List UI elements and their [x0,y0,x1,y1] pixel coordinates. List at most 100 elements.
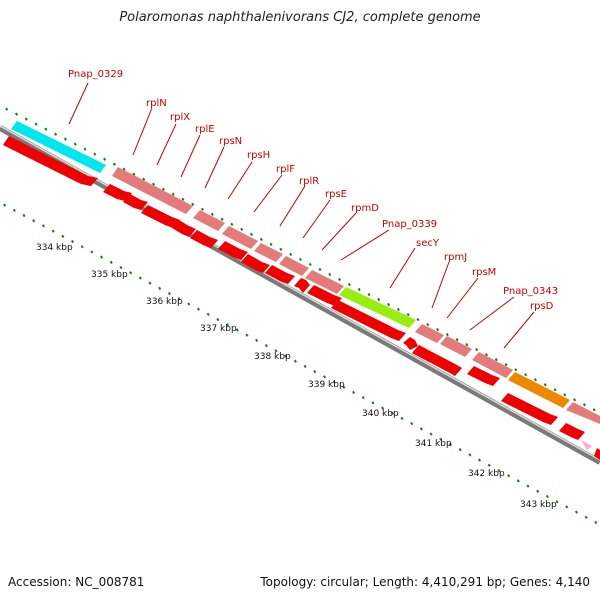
gene-arrow-edge[interactable] [594,448,600,460]
gene-bar-rpsm[interactable] [440,336,472,357]
upper-tick [34,122,38,126]
lower-tick [158,286,162,290]
upper-tick [367,292,371,297]
leader-rple [180,134,201,178]
gene-arrow-rplf[interactable] [218,241,248,260]
lower-tick [400,416,404,421]
gene-arrow-pnap0329[interactable] [3,136,98,186]
lower-tick [584,515,588,519]
upper-tick [387,302,391,307]
gene-arrow-rpsh[interactable] [190,230,218,248]
leader-pnap0343 [469,296,515,331]
gene-label: Pnap_0343 [503,286,558,297]
upper-tick [563,393,567,397]
lower-tick [507,474,511,478]
gene-arrow-rpsd[interactable] [467,366,500,386]
kbp-label: 342 kbp [468,469,505,479]
upper-tick [406,312,410,317]
lower-tick [32,219,36,223]
lower-tick [41,224,45,228]
lower-tick [322,375,326,379]
lower-tick [536,489,540,493]
upper-tick [533,378,537,382]
gene-arrow-pink-small[interactable] [581,440,592,450]
upper-tick [298,257,302,262]
upper-tick [582,403,586,407]
gene-bar-pnap0343[interactable] [508,372,570,408]
gene-bar-next[interactable] [566,402,600,424]
kbp-label: 339 kbp [308,380,345,390]
upper-tick [377,297,381,302]
upper-tick [543,383,547,387]
gene-arrow-rplx[interactable] [123,194,148,210]
kbp-label: 340 kbp [362,409,399,419]
gene-arrow-next[interactable] [559,423,585,440]
upper-tick [24,117,28,121]
lower-tick [129,271,133,275]
lower-tick [313,369,317,374]
gene-label: rplE [195,124,215,135]
lower-tick [545,494,549,499]
lower-tick [555,500,559,504]
accession-text: Accession: NC_008781 [8,575,145,589]
gene-bar-rpsd[interactable] [472,352,513,378]
gene-arrow-rpse[interactable] [265,265,295,284]
gene-arrow-rplr[interactable] [241,254,270,273]
upper-tick [73,142,77,146]
gene-bar-rple[interactable] [222,226,258,249]
gene-bar-rplx[interactable] [193,210,225,231]
gene-label: rplX [170,112,190,123]
lower-tick [167,291,171,296]
upper-tick [396,307,400,312]
gene-label: rpsM [472,267,496,278]
lower-tick [497,468,501,473]
lower-tick [361,396,365,400]
tick-marks [3,107,598,525]
gene-bar-rpsn[interactable] [254,243,283,262]
gene-label: secY [416,238,440,249]
gene-bar-pnap0339[interactable] [339,287,416,328]
leader-rpsn [204,146,225,189]
lower-tick [216,317,220,322]
upper-tick [44,127,48,131]
upper-tick [514,368,518,372]
gene-arrow-rpsn[interactable] [172,220,196,237]
leader-rpmj [431,261,450,309]
gene-bar-rpmj[interactable] [415,324,444,343]
gene-arrow-pnap0339[interactable] [307,285,342,306]
upper-tick [220,217,224,221]
gene-arrow-pnap0343[interactable] [501,393,558,425]
gene-label: rplR [299,176,319,187]
gene-label: Pnap_0339 [382,219,437,230]
backbone-line [0,125,600,465]
upper-tick [171,192,175,196]
lower-tick [478,458,482,462]
lower-tick [235,328,239,332]
leader-rpmd [321,212,357,251]
upper-tick [83,147,87,151]
gene-arrow-rpmd[interactable] [294,278,310,293]
gene-arrow-secy[interactable] [331,300,406,341]
leader-rpsh [227,161,253,200]
gene-bar-rpln[interactable] [112,167,193,214]
gene-bar-pnap0329[interactable] [11,121,106,173]
lower-tick [594,520,598,525]
lower-tick [458,448,462,452]
gene-bar-rpsh[interactable] [279,256,309,276]
gene-arrow-rpsk[interactable] [431,355,462,376]
upper-tick [435,327,440,332]
gene-arrow-rpln[interactable] [103,184,132,201]
lower-tick [90,250,94,254]
gene-arrow-rpsm[interactable] [412,345,438,363]
gene-arrow-rpmj[interactable] [403,337,418,350]
lower-tick [100,255,104,259]
lower-tick [293,359,297,363]
leader-pnap0339 [340,229,390,261]
upper-tick [54,132,58,136]
lower-tick [255,338,259,343]
gene-arrow-rple[interactable] [141,205,180,228]
gene-bar-rplf[interactable] [305,270,344,294]
gene-label: rpsE [325,189,347,200]
lower-tick [390,411,394,415]
gene-label: rpmD [351,203,379,214]
